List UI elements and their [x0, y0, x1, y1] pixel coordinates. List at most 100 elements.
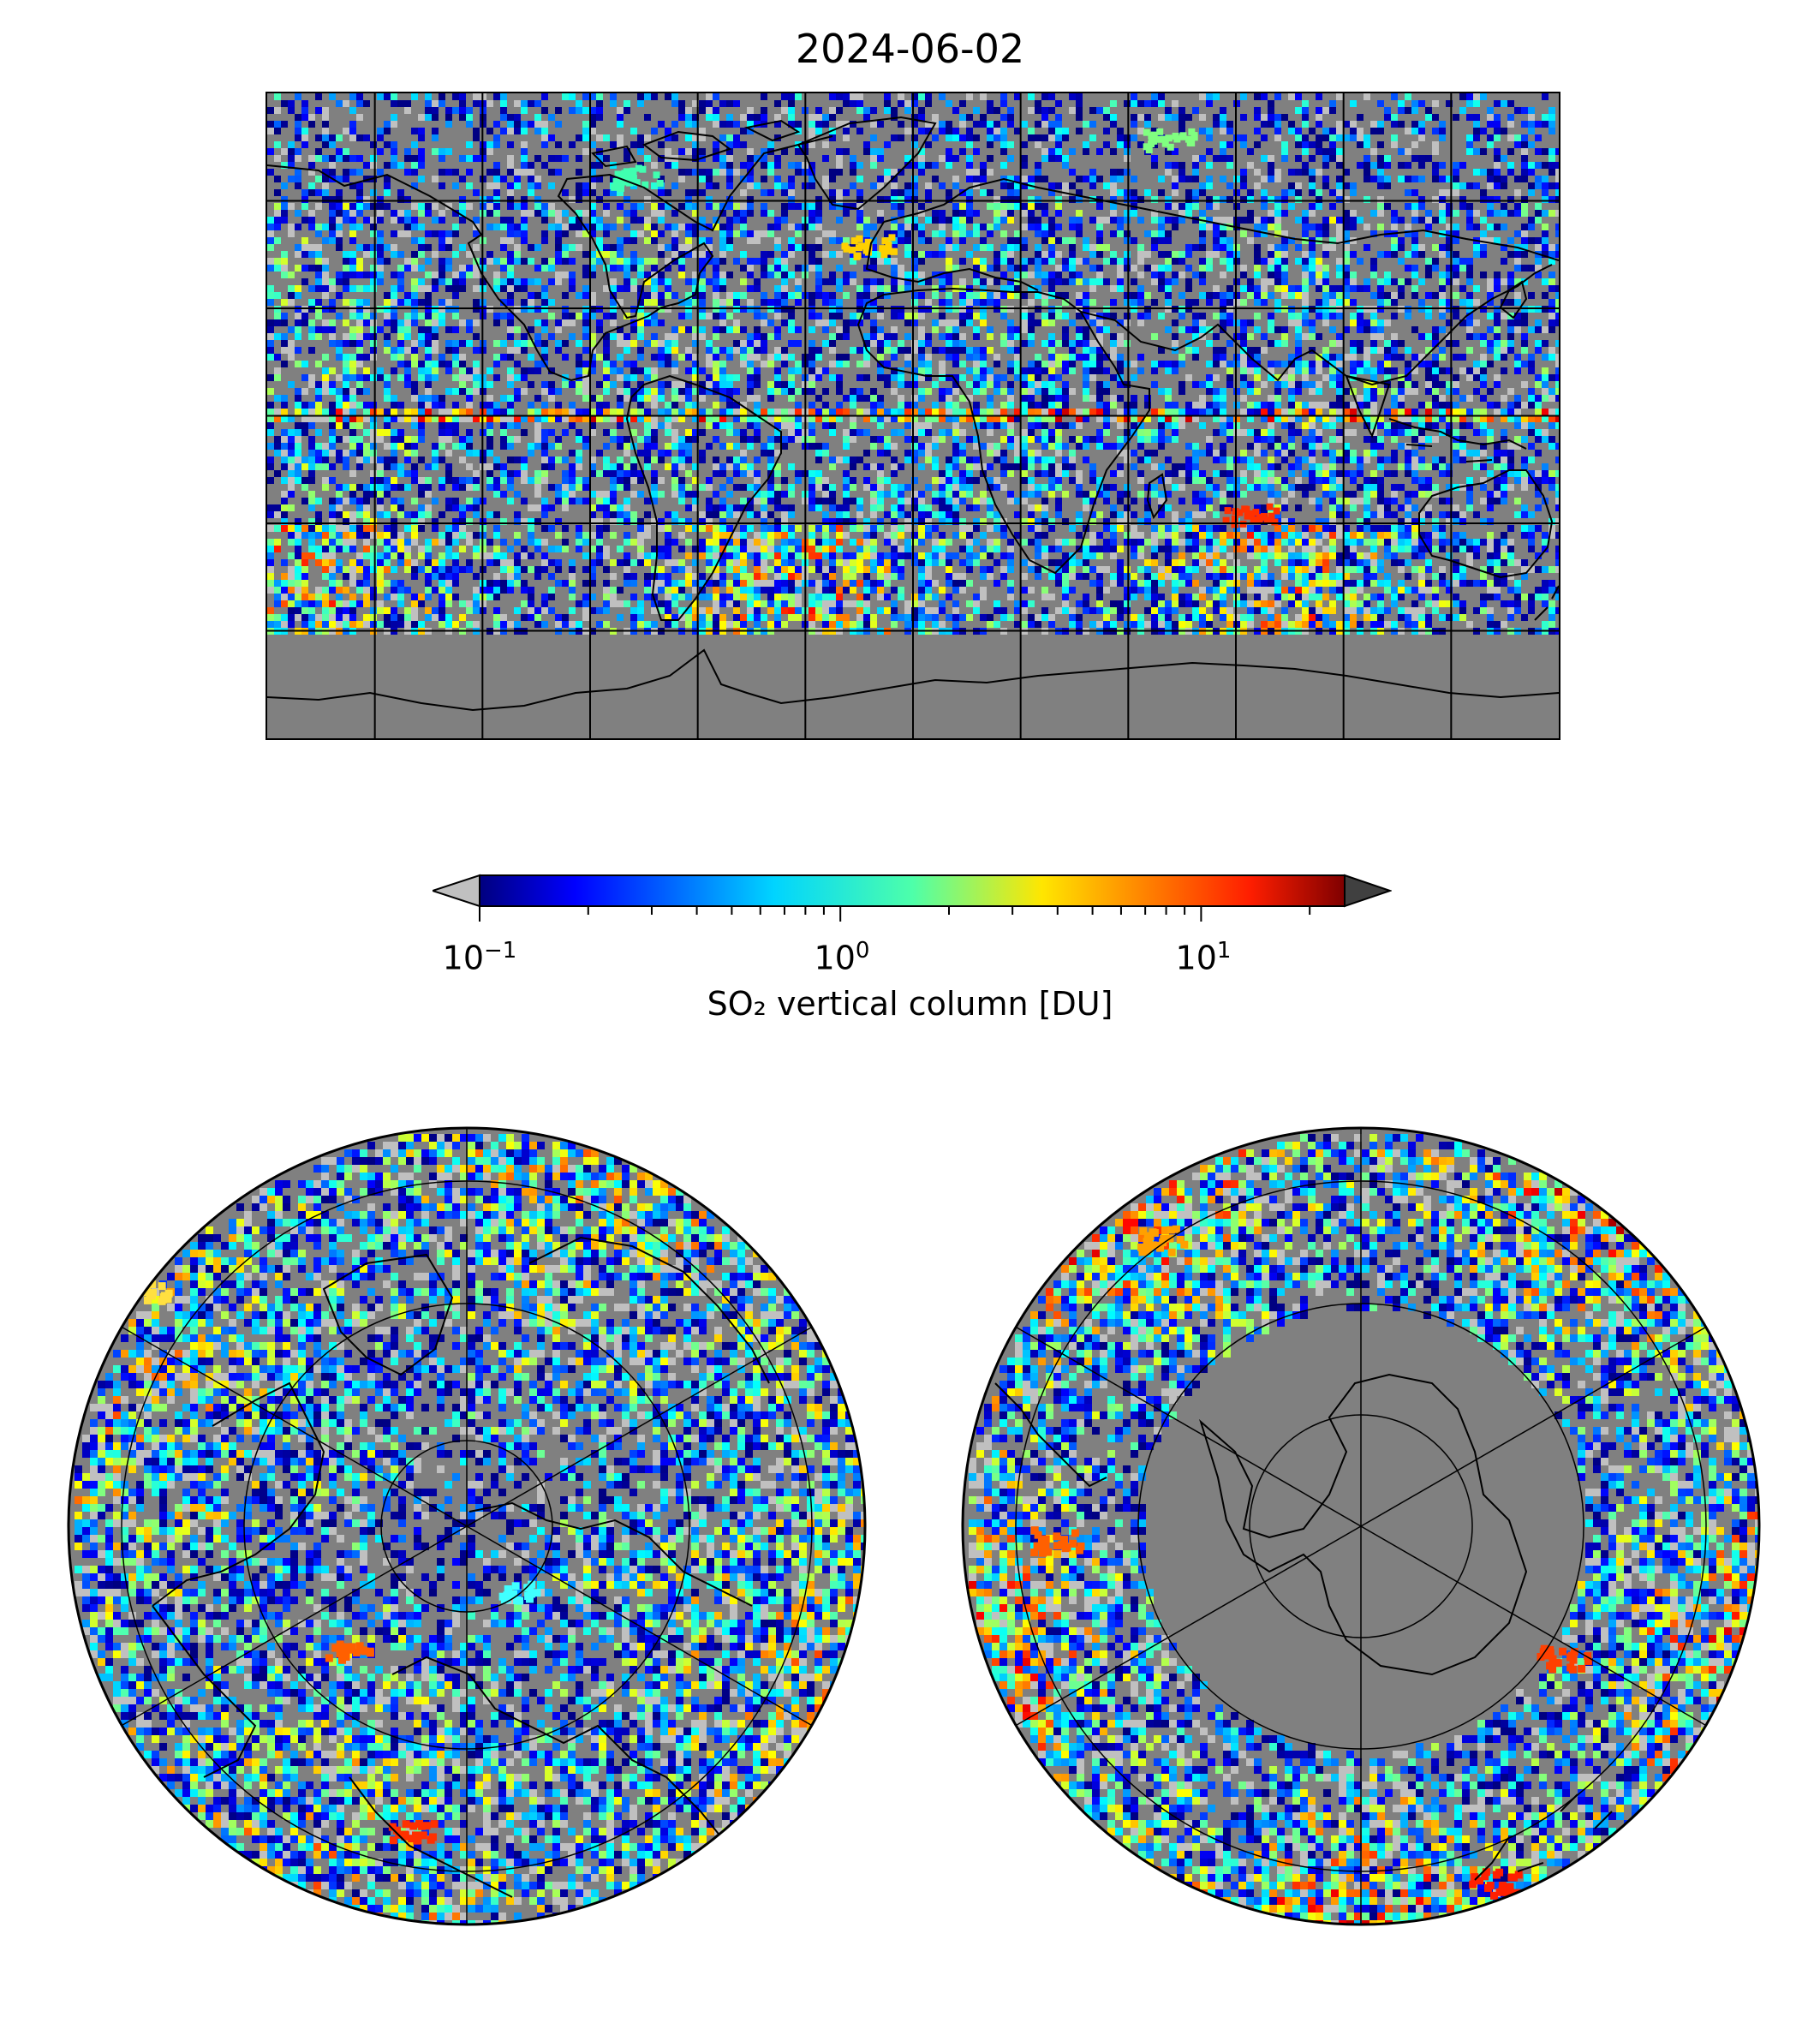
so2-pixel — [322, 107, 329, 114]
so2-pixel — [692, 155, 699, 162]
so2-pixel — [1542, 224, 1548, 230]
so2-pixel — [1473, 121, 1480, 128]
so2-pixel — [1350, 224, 1357, 230]
so2-pixel — [569, 333, 576, 340]
so2-pixel — [452, 326, 459, 333]
so2-pixel — [1117, 217, 1124, 224]
so2-pixel — [1254, 217, 1261, 224]
so2-pixel — [576, 381, 582, 388]
so2-pixel — [1398, 415, 1405, 422]
so2-pixel — [809, 224, 815, 230]
so2-pixel — [809, 374, 815, 381]
so2-pixel — [1151, 93, 1158, 100]
so2-pixel — [699, 367, 706, 374]
so2-pixel — [884, 176, 891, 182]
so2-pixel — [295, 388, 301, 395]
so2-pixel — [1528, 367, 1535, 374]
so2-pixel — [822, 292, 829, 299]
so2-pixel — [603, 415, 610, 422]
so2-pixel — [548, 395, 555, 402]
so2-pixel — [500, 285, 507, 292]
so2-pixel — [1528, 128, 1535, 134]
so2-pixel — [281, 409, 288, 415]
so2-pixel — [939, 347, 946, 354]
so2-pixel — [774, 272, 781, 278]
so2-pixel — [1192, 155, 1199, 162]
so2-pixel — [966, 347, 973, 354]
so2-pixel — [1131, 93, 1137, 100]
so2-pixel — [1185, 210, 1192, 217]
so2-pixel — [281, 319, 288, 326]
so2-pixel — [658, 319, 665, 326]
so2-pixel — [1035, 224, 1041, 230]
so2-pixel — [1480, 333, 1487, 340]
so2-pixel — [1261, 224, 1268, 230]
so2-pixel — [1254, 313, 1261, 319]
so2-pixel — [1110, 176, 1117, 182]
so2-pixel — [1357, 395, 1364, 402]
so2-pixel — [637, 148, 644, 155]
so2-pixel — [288, 347, 295, 354]
so2-pixel — [1377, 285, 1384, 292]
so2-pixel — [1309, 422, 1316, 429]
so2-pixel — [946, 265, 952, 272]
so2-pixel — [1295, 196, 1302, 203]
so2-pixel — [1535, 217, 1542, 224]
so2-pixel — [1336, 182, 1343, 189]
so2-pixel — [521, 388, 528, 395]
so2-pixel — [500, 244, 507, 251]
so2-pixel — [809, 367, 815, 374]
so2-pixel — [1466, 114, 1473, 121]
so2-pixel — [486, 141, 493, 148]
so2-pixel — [1425, 367, 1432, 374]
so2-pixel — [576, 224, 582, 230]
so2-pixel — [1089, 134, 1096, 141]
so2-pixel — [418, 333, 425, 340]
so2-pixel — [301, 422, 308, 429]
so2-pixel — [1322, 176, 1329, 182]
so2-pixel — [877, 121, 884, 128]
so2-pixel — [829, 251, 836, 258]
so2-pixel — [836, 121, 843, 128]
so2-pixel — [459, 374, 466, 381]
so2-pixel — [713, 114, 719, 121]
so2-pixel — [315, 402, 322, 409]
so2-pixel — [1521, 230, 1528, 237]
so2-pixel — [1124, 134, 1131, 141]
so2-pixel — [1089, 217, 1096, 224]
so2-pixel — [932, 210, 939, 217]
so2-pixel — [788, 319, 795, 326]
so2-pixel — [733, 374, 740, 381]
so2-pixel — [1439, 278, 1446, 285]
so2-pixel — [1000, 251, 1007, 258]
so2-pixel — [1398, 402, 1405, 409]
so2-pixel — [1076, 299, 1083, 306]
so2-pixel — [918, 203, 925, 210]
so2-pixel — [726, 203, 733, 210]
so2-pixel — [322, 374, 329, 381]
so2-pixel — [1261, 285, 1268, 292]
so2-pixel — [1083, 258, 1089, 265]
so2-pixel — [1083, 148, 1089, 155]
so2-pixel — [1083, 278, 1089, 285]
so2-pixel — [884, 333, 891, 340]
so2-pixel — [391, 251, 397, 258]
so2-pixel — [1329, 141, 1336, 148]
so2-pixel — [493, 162, 500, 169]
so2-pixel — [1274, 415, 1281, 422]
so2-pixel — [1247, 210, 1254, 217]
so2-pixel — [1288, 354, 1295, 361]
so2-pixel — [1076, 224, 1083, 230]
so2-pixel — [370, 230, 377, 237]
so2-pixel — [877, 415, 884, 422]
so2-pixel — [521, 374, 528, 381]
so2-pixel — [500, 224, 507, 230]
so2-pixel — [1405, 388, 1411, 395]
so2-pixel — [1295, 415, 1302, 422]
so2-pixel — [719, 409, 726, 415]
so2-pixel — [603, 354, 610, 361]
so2-pixel — [658, 251, 665, 258]
so2-pixel — [1226, 251, 1233, 258]
so2-pixel — [1274, 258, 1281, 265]
so2-pixel — [870, 402, 877, 409]
